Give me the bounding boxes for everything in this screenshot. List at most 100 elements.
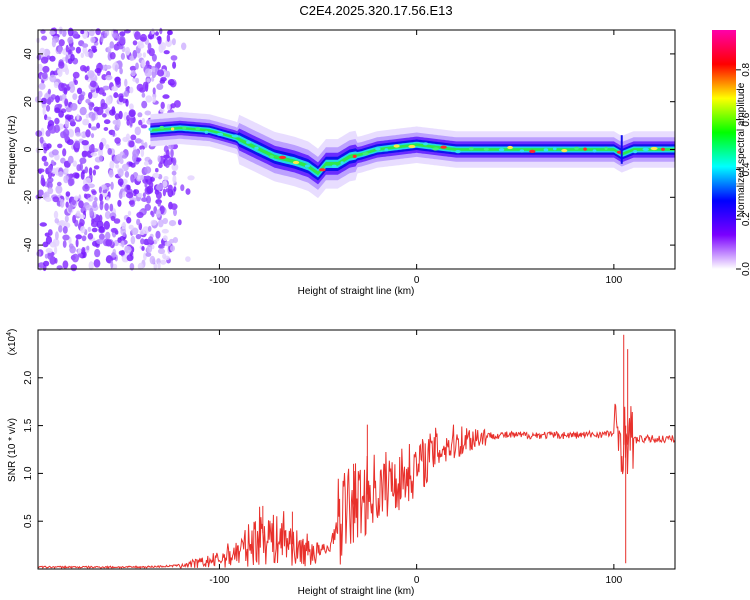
noise-blob [99, 142, 104, 151]
ridge-peak [507, 145, 513, 150]
ridge-peak [455, 150, 461, 154]
noise-blob [98, 186, 102, 194]
noise-blob [65, 54, 69, 64]
noise-blob [109, 160, 115, 170]
noise-blob [77, 248, 82, 255]
noise-blob [112, 119, 119, 125]
noise-blob [159, 79, 166, 84]
noise-blob [141, 197, 148, 203]
noise-blob [119, 67, 123, 75]
noise-blob [171, 163, 179, 172]
noise-blob [75, 132, 81, 137]
noise-blob [141, 100, 148, 109]
noise-blob [147, 42, 152, 51]
noise-blob [157, 35, 162, 45]
noise-blob [54, 257, 58, 264]
snr-y-ticks: 0.5 1.0 1.5 2.0 [23, 370, 675, 528]
noise-blob [91, 91, 98, 99]
noise-blob [74, 140, 81, 149]
y-tick-label: 0.5 [23, 514, 34, 528]
spectrogram-x-ticks: -100 0 100 [209, 30, 623, 286]
ridge-peak [661, 147, 665, 151]
ridge-peak [592, 149, 597, 153]
noise-blob [81, 251, 87, 259]
noise-blob [121, 240, 125, 248]
noise-blob [55, 95, 60, 103]
noise-blob [145, 175, 151, 180]
ridge-peak [498, 148, 505, 152]
noise-blob [172, 157, 177, 166]
noise-blob [58, 220, 66, 227]
noise-blob [156, 83, 164, 90]
noise-blob [99, 193, 103, 202]
noise-blob [145, 252, 152, 257]
noise-blob [35, 194, 43, 200]
snr-frame [37, 329, 676, 570]
noise-blob [78, 253, 83, 258]
noise-blob [64, 133, 69, 142]
noise-blob [80, 30, 85, 35]
noise-blob [185, 256, 191, 262]
noise-blob [155, 31, 159, 36]
noise-blob [78, 94, 85, 101]
noise-blob [137, 175, 141, 180]
noise-blob [128, 200, 135, 206]
noise-blob [75, 234, 82, 240]
noise-blob [45, 130, 51, 137]
svg-text:(x104): (x104) [6, 329, 18, 356]
noise-blob [92, 169, 96, 176]
noise-blob [142, 81, 149, 89]
noise-blob [86, 245, 90, 251]
noise-blob [72, 93, 78, 100]
noise-blob [42, 106, 46, 116]
noise-blob [47, 88, 52, 95]
noise-blob [102, 188, 108, 194]
noise-blob [58, 82, 65, 92]
colorbar-label: Normalized spectral amplitude [736, 82, 747, 217]
noise-blob [144, 141, 148, 149]
snr-scale-label: (x104) [6, 329, 18, 356]
noise-blob [148, 159, 153, 165]
noise-blob [36, 54, 42, 61]
noise-blob [124, 246, 132, 254]
noise-blob [126, 216, 132, 224]
noise-blob [64, 215, 69, 223]
noise-blob [39, 222, 47, 227]
spectral-ridge [148, 111, 675, 199]
noise-blob [47, 187, 54, 195]
noise-blob [134, 31, 141, 40]
noise-blob [128, 140, 135, 148]
noise-blob [74, 172, 80, 179]
ridge-peak [561, 149, 568, 153]
noise-blob [85, 129, 91, 138]
noise-blob [148, 48, 155, 57]
noise-blob [181, 42, 187, 51]
noise-blob [75, 46, 81, 54]
noise-blob [113, 92, 119, 99]
noise-blob [85, 98, 91, 104]
noise-blob [167, 79, 175, 86]
noise-blob [139, 145, 146, 150]
noise-blob [57, 143, 63, 149]
noise-blob [88, 102, 93, 111]
snr-xlabel: Height of straight line (km) [298, 586, 415, 597]
noise-blob [38, 90, 43, 98]
noise-blob [117, 45, 124, 50]
colorbar-ticks: 0.0 0.2 0.4 0.6 0.8 [736, 62, 750, 276]
noise-blob [81, 235, 87, 242]
noise-blob [44, 253, 49, 259]
y-tick-label: 1.0 [23, 466, 34, 480]
noise-blob [135, 77, 140, 84]
noise-blob [135, 157, 142, 162]
noise-blob [47, 177, 54, 184]
noise-blob [144, 166, 152, 174]
noise-blob [135, 138, 142, 144]
noise-blob [94, 67, 102, 74]
noise-blob [64, 114, 72, 120]
noise-blob [55, 185, 63, 194]
noise-blob [157, 155, 161, 163]
noise-blob [57, 46, 63, 55]
noise-blob [135, 62, 139, 70]
noise-blob [187, 175, 195, 181]
